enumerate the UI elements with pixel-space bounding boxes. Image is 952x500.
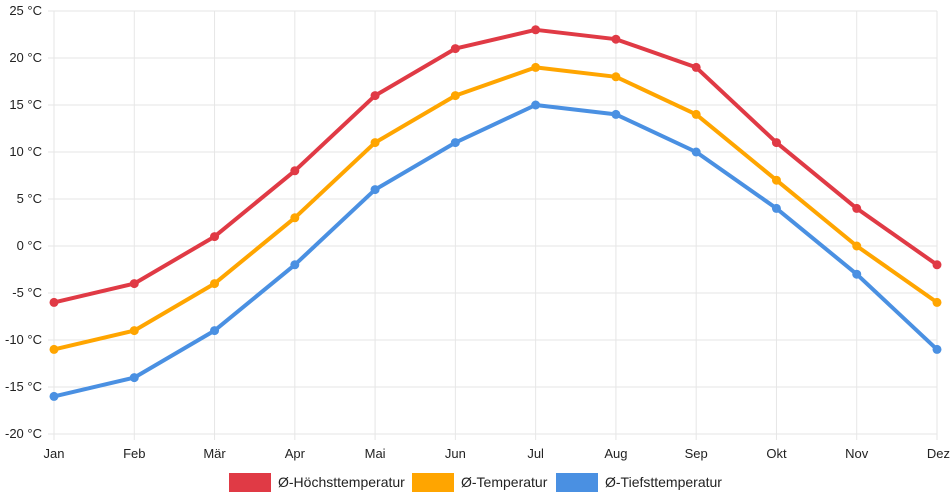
y-tick-label: 25 °C <box>9 3 42 18</box>
data-point[interactable] <box>531 100 541 110</box>
y-tick-label: 20 °C <box>9 50 42 65</box>
y-tick-label: -15 °C <box>5 379 42 394</box>
x-tick-label: Okt <box>766 446 787 461</box>
data-point[interactable] <box>691 147 701 157</box>
legend-label[interactable]: Ø-Tiefsttemperatur <box>605 474 722 490</box>
x-tick-label: Jul <box>527 446 544 461</box>
data-point[interactable] <box>611 34 621 44</box>
y-tick-label: 10 °C <box>9 144 42 159</box>
data-point[interactable] <box>531 25 541 35</box>
x-tick-label: Feb <box>123 446 145 461</box>
legend-label[interactable]: Ø-Temperatur <box>461 474 548 490</box>
series-line-2 <box>52 103 939 399</box>
data-point[interactable] <box>691 109 701 119</box>
data-point[interactable] <box>49 297 59 307</box>
y-tick-label: 0 °C <box>17 238 42 253</box>
data-point[interactable] <box>49 391 59 401</box>
data-point[interactable] <box>932 344 942 354</box>
x-tick-label: Dez <box>927 446 950 461</box>
legend-swatch <box>229 473 271 492</box>
data-point[interactable] <box>290 166 300 176</box>
data-point[interactable] <box>771 175 781 185</box>
data-point[interactable] <box>852 241 862 251</box>
data-point[interactable] <box>852 269 862 279</box>
data-point[interactable] <box>210 232 220 242</box>
series-line-1 <box>52 65 939 352</box>
data-point[interactable] <box>450 91 460 101</box>
y-tick-label: -20 °C <box>5 426 42 441</box>
y-axis-ticks: 25 °C 20 °C 15 °C 10 °C 5 °C 0 °C -5 °C -10 °C -… <box>5 3 42 441</box>
data-point[interactable] <box>531 62 541 72</box>
data-point[interactable] <box>129 326 139 336</box>
x-tick-label: Jan <box>44 446 65 461</box>
data-point[interactable] <box>611 109 621 119</box>
data-point[interactable] <box>210 279 220 289</box>
data-point[interactable] <box>852 203 862 213</box>
data-point[interactable] <box>290 213 300 223</box>
x-tick-label: Mär <box>203 446 226 461</box>
data-point[interactable] <box>450 44 460 54</box>
series-line-0 <box>52 27 939 305</box>
data-point[interactable] <box>450 138 460 148</box>
x-axis-ticks: Jan Feb Mär Apr Mai Jun Jul Aug Sep Okt Nov Dez <box>44 446 950 461</box>
x-tick-label: Apr <box>285 446 306 461</box>
series-lines <box>49 25 942 401</box>
data-point[interactable] <box>370 185 380 195</box>
legend-label[interactable]: Ø-Höchsttemperatur <box>278 474 405 490</box>
x-tick-label: Aug <box>604 446 627 461</box>
data-point[interactable] <box>129 279 139 289</box>
data-point[interactable] <box>129 373 139 383</box>
y-tick-label: 5 °C <box>17 191 42 206</box>
data-point[interactable] <box>932 297 942 307</box>
legend: Ø-Höchsttemperatur Ø-Temperatur Ø-Tiefstte… <box>229 473 722 492</box>
y-tick-label: -5 °C <box>12 285 42 300</box>
legend-swatch <box>412 473 454 492</box>
data-point[interactable] <box>210 326 220 336</box>
x-tick-label: Jun <box>445 446 466 461</box>
x-tick-label: Nov <box>845 446 869 461</box>
data-point[interactable] <box>771 138 781 148</box>
grid-lines <box>48 10 938 440</box>
data-point[interactable] <box>691 62 701 72</box>
y-tick-label: 15 °C <box>9 97 42 112</box>
data-point[interactable] <box>370 91 380 101</box>
data-point[interactable] <box>290 260 300 270</box>
data-point[interactable] <box>370 138 380 148</box>
x-tick-label: Sep <box>685 446 708 461</box>
x-tick-label: Mai <box>365 446 386 461</box>
y-tick-label: -10 °C <box>5 332 42 347</box>
data-point[interactable] <box>771 203 781 213</box>
data-point[interactable] <box>611 72 621 82</box>
legend-swatch <box>556 473 598 492</box>
data-point[interactable] <box>49 344 59 354</box>
data-point[interactable] <box>932 260 942 270</box>
